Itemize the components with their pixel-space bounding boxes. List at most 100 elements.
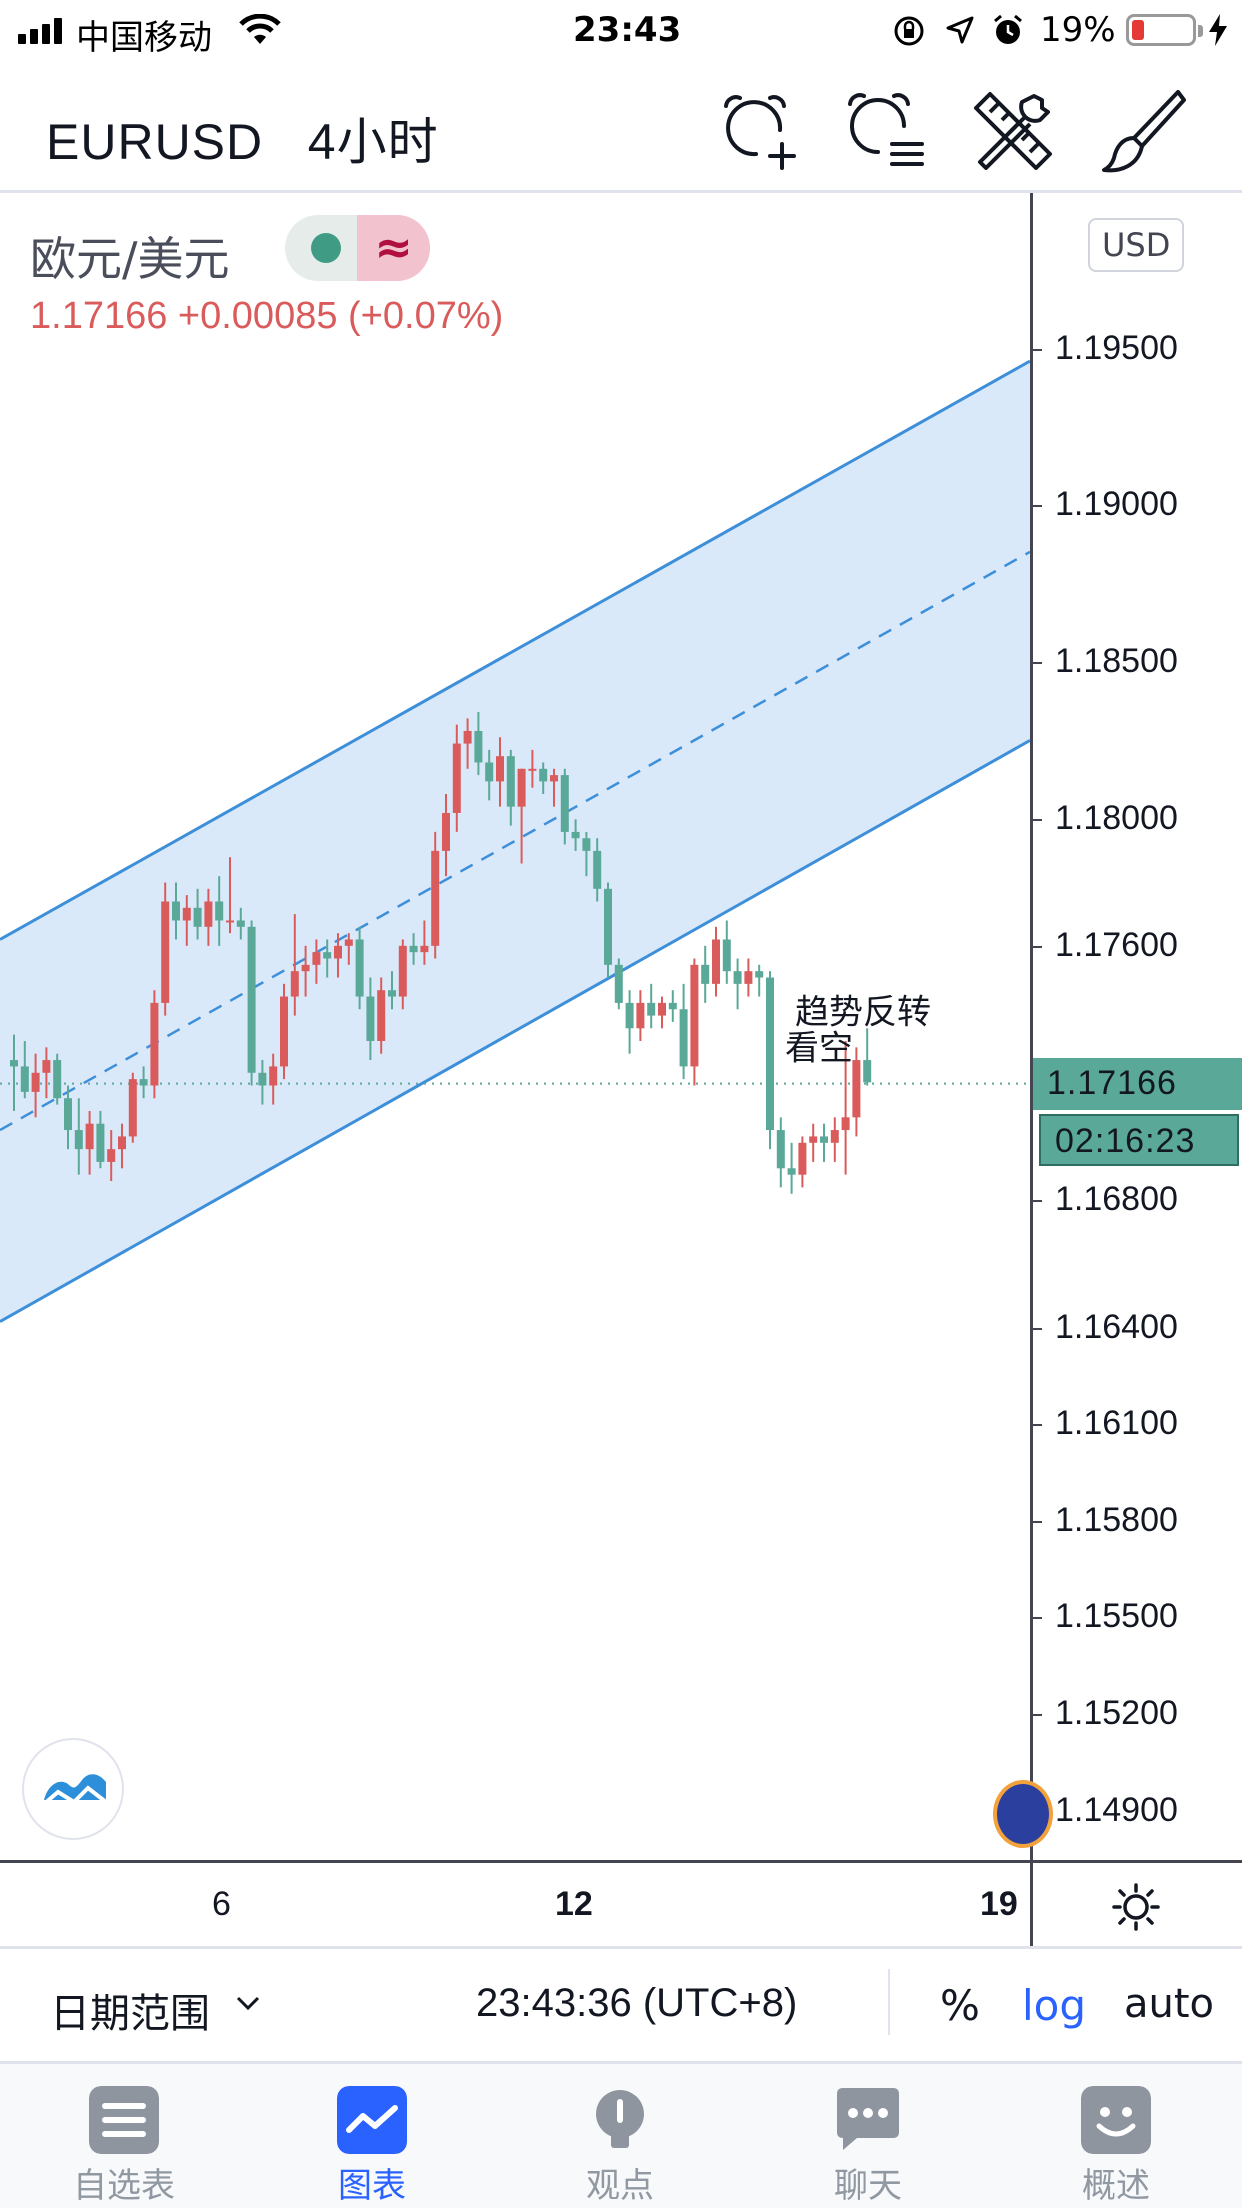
- time-axis[interactable]: 6 12 19: [0, 1860, 1242, 1949]
- candle-body: [550, 775, 558, 782]
- status-bar: 中国移动 23:43 19%: [0, 0, 1242, 60]
- candle-body: [96, 1123, 105, 1162]
- tab-label: 概述: [1082, 2166, 1150, 2206]
- candle-body: [10, 1060, 18, 1067]
- tab-label: 自选表: [73, 2166, 175, 2206]
- eu-flag-logo: [993, 1780, 1053, 1848]
- data-delay-icon: ≈: [357, 215, 430, 281]
- candle-body: [64, 1098, 72, 1131]
- legend-toggle[interactable]: ≈: [285, 215, 430, 281]
- candle-body: [215, 901, 224, 921]
- price-change: 1.17166 +0.00085 (+0.07%): [30, 295, 504, 337]
- candle-body: [420, 945, 429, 953]
- axis-divider: [1030, 1863, 1033, 1949]
- candle-body: [53, 1060, 62, 1099]
- candle-body: [668, 1002, 677, 1010]
- candle-body: [301, 964, 310, 972]
- candle-body: [809, 1136, 818, 1143]
- header-divider: [0, 190, 1242, 193]
- price-tick-label: 1.16800: [1055, 1180, 1178, 1219]
- channel-median-line: [0, 550, 1030, 1132]
- auto-scale-toggle[interactable]: auto: [1124, 1981, 1215, 2027]
- battery-percent: 19%: [1040, 10, 1116, 50]
- candle-body: [398, 945, 407, 997]
- candle-body: [604, 888, 612, 965]
- candle-body: [560, 775, 569, 832]
- watchlist-icon: [89, 2086, 159, 2154]
- price-tick-mark: [1030, 1520, 1042, 1523]
- price-tick-label: 1.16400: [1055, 1308, 1178, 1346]
- price-tick-mark: [1030, 1424, 1042, 1427]
- log-scale-toggle[interactable]: log: [1022, 1981, 1087, 2030]
- tab-watchlist[interactable]: 自选表: [0, 2064, 248, 2208]
- symbol-interval-button[interactable]: EURUSD 4小时: [46, 114, 439, 170]
- candle-body: [798, 1142, 807, 1175]
- chart-canvas[interactable]: 趋势反转 看空: [0, 193, 1030, 1860]
- tab-chat[interactable]: 聊天: [744, 2064, 992, 2208]
- ideas-icon: [596, 2090, 644, 2148]
- divider: [0, 2061, 1242, 2064]
- candle-body: [226, 920, 234, 923]
- candle-body: [776, 1130, 785, 1169]
- price-tick-mark: [1030, 661, 1042, 664]
- chevron-down-icon[interactable]: [235, 1995, 261, 2011]
- market-open-icon: [311, 233, 341, 263]
- currency-badge[interactable]: USD: [1088, 218, 1185, 272]
- charging-icon: [1209, 14, 1227, 46]
- channel-fill: [0, 361, 1030, 1322]
- candle-body: [128, 1079, 137, 1137]
- candle-body: [334, 945, 342, 959]
- candle-body: [787, 1168, 796, 1175]
- candle-body: [820, 1136, 828, 1143]
- price-tick-label: 1.15800: [1055, 1500, 1178, 1539]
- tab-chart[interactable]: 图表: [248, 2064, 496, 2208]
- candle-body: [636, 1002, 645, 1029]
- candle-body: [647, 1002, 656, 1016]
- candle-body: [344, 939, 353, 946]
- price-axis[interactable]: USD 1.19500 1.19000 1.18500 1.18000 1.17600 1…: [1030, 193, 1242, 1860]
- session-time[interactable]: 23:43:36 (UTC+8): [476, 1981, 798, 2025]
- candle-body: [20, 1066, 29, 1092]
- candle-body: [442, 812, 450, 851]
- price-tick-label: 1.14900: [1055, 1791, 1178, 1830]
- candle-body: [733, 971, 742, 984]
- candle-body: [690, 964, 699, 1067]
- candle-body: [485, 762, 494, 782]
- price-tick-label: 1.18000: [1055, 799, 1178, 838]
- price-tick-mark: [1030, 1617, 1042, 1620]
- time-label-12: 12: [555, 1885, 593, 1923]
- settings-icon[interactable]: [1108, 1879, 1164, 1935]
- candle-body: [204, 901, 213, 927]
- percent-scale-toggle[interactable]: %: [940, 1981, 980, 2030]
- price-tick-label: 1.19500: [1055, 328, 1178, 367]
- candle-body: [139, 1079, 148, 1086]
- tab-overview[interactable]: 概述: [992, 2064, 1240, 2208]
- carrier-name: 中国移动: [76, 18, 212, 58]
- tools-icon[interactable]: [968, 86, 1058, 176]
- candle-body: [841, 1117, 850, 1131]
- bottom-toolbar: 日期范围 23:43:36 (UTC+8) % log auto: [0, 1949, 1242, 2061]
- alarm-list-icon[interactable]: [838, 86, 928, 176]
- candle-body: [766, 977, 774, 1131]
- annotation-text-line2: 看空: [785, 1029, 853, 1069]
- compare-symbol-button[interactable]: [22, 1738, 124, 1840]
- candle-body: [161, 901, 170, 1003]
- candle-body: [582, 838, 591, 851]
- candle-body: [388, 990, 396, 997]
- candle-body: [193, 907, 202, 927]
- candle-body: [863, 1060, 872, 1083]
- price-tick-label: 1.16100: [1055, 1404, 1178, 1443]
- compare-icon: [42, 1774, 108, 1806]
- candle-body: [107, 1149, 116, 1162]
- candle-body: [355, 939, 364, 997]
- tab-ideas[interactable]: 观点: [496, 2064, 744, 2208]
- alarm-icon: [994, 14, 1022, 44]
- tab-label: 观点: [586, 2166, 654, 2206]
- price-tick-label: 1.19000: [1055, 484, 1178, 523]
- date-range-button[interactable]: 日期范围: [50, 1991, 210, 2037]
- candle-body: [539, 768, 548, 782]
- brush-icon[interactable]: [1098, 86, 1188, 176]
- channel-upper-line: [0, 359, 1030, 941]
- alarm-add-icon[interactable]: [712, 86, 802, 176]
